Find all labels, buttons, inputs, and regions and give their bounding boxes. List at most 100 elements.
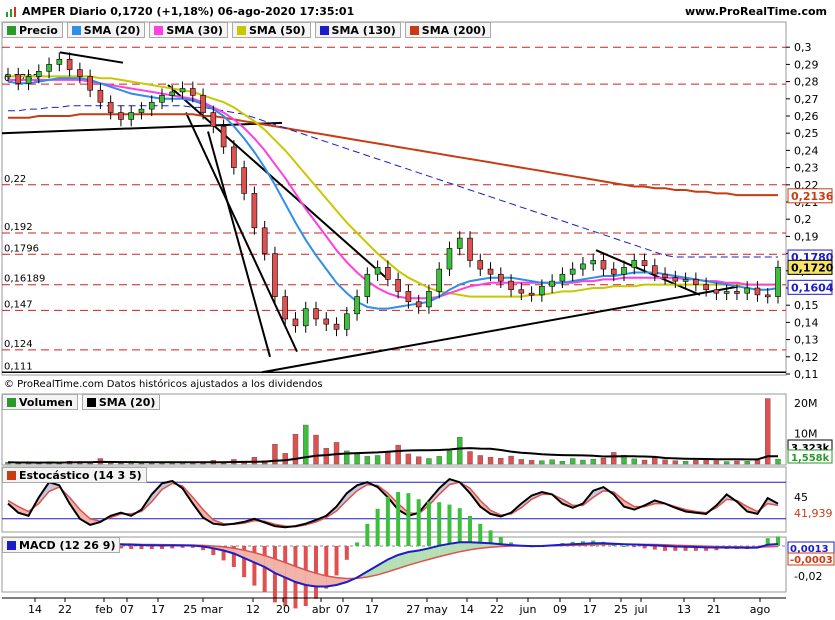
- macd-hist-bar: [272, 546, 277, 603]
- stoch-k-line: [7, 477, 779, 529]
- macd-legend: MACD (12 26 9): [2, 537, 121, 553]
- candle: [77, 69, 83, 77]
- stoch-legend-item[interactable]: Estocástico (14 3 5): [2, 467, 147, 483]
- x-tick-label: 25: [614, 603, 628, 616]
- price-tick-label: 0,24: [794, 144, 819, 157]
- volume-bar: [508, 455, 514, 465]
- candle: [734, 291, 740, 294]
- candle: [118, 112, 124, 120]
- macd-hist-bar: [447, 504, 452, 546]
- candle: [261, 227, 268, 254]
- candle: [107, 101, 114, 113]
- volume-bar: [498, 458, 504, 465]
- price-tag: [787, 188, 833, 204]
- candle: [159, 95, 165, 103]
- copyright-note: © ProRealTime.com Datos históricos ajust…: [4, 379, 323, 390]
- chart-menu-icon[interactable]: [5, 5, 17, 18]
- price-legend-item[interactable]: SMA (20): [66, 22, 146, 38]
- macd-hist-bar: [385, 496, 390, 546]
- candle: [15, 74, 22, 84]
- volume-bar: [652, 457, 658, 465]
- candle: [518, 289, 525, 294]
- candle: [210, 112, 217, 127]
- candle: [148, 101, 155, 110]
- macd-fill: [377, 559, 388, 575]
- candle: [364, 273, 371, 297]
- macd-fill: [326, 575, 337, 587]
- volume-bar: [364, 456, 371, 465]
- volume-bar: [446, 450, 453, 465]
- volume-bar: [590, 458, 596, 465]
- sma130-line: [8, 105, 778, 258]
- price-tag-label: 0,1720: [791, 261, 834, 274]
- macd-fill: [316, 573, 327, 587]
- trendline: [207, 131, 271, 358]
- candle: [302, 308, 309, 327]
- x-tick-label: ago: [750, 603, 771, 616]
- level-label: 0,147: [4, 299, 33, 310]
- candle: [405, 291, 412, 303]
- macd-hist-bar: [262, 546, 267, 593]
- legend-label: SMA (50): [248, 23, 306, 37]
- volume-bar: [457, 437, 463, 465]
- price-legend-item[interactable]: SMA (200): [404, 22, 491, 38]
- stoch-fill: [18, 506, 29, 516]
- candle: [754, 287, 761, 296]
- x-tick-label: 09: [553, 603, 567, 616]
- legend-swatch: [409, 25, 419, 35]
- volume-bar: [631, 458, 637, 465]
- x-tick-label: 14: [460, 603, 474, 616]
- volume-bar: [344, 450, 350, 465]
- volume-bar: [426, 458, 432, 465]
- candle: [374, 267, 381, 275]
- volume-bar: [313, 434, 319, 465]
- volume-tag-label: 3,323k: [791, 443, 830, 454]
- macd-hist-bar: [622, 546, 626, 547]
- legend-label: SMA (130): [331, 23, 396, 37]
- price-tick-label: 0,3: [794, 41, 812, 54]
- macd-hist-bar: [118, 546, 123, 549]
- sma30-line: [8, 78, 778, 300]
- volume-bar: [559, 461, 566, 465]
- candle: [467, 237, 473, 261]
- trendline: [167, 84, 389, 281]
- macd-tag: [787, 552, 835, 566]
- stoch-fill: [439, 479, 450, 495]
- volume-legend-item[interactable]: SMA (20): [81, 394, 161, 410]
- volume-tag: [787, 449, 833, 464]
- macd-fill: [459, 542, 470, 552]
- legend-swatch: [7, 540, 16, 550]
- volume-bar: [765, 398, 771, 465]
- volume-bar: [518, 459, 525, 465]
- candle: [446, 248, 453, 270]
- price-tick-label: 0,29: [794, 58, 819, 71]
- stoch-fill: [151, 483, 162, 502]
- volume-legend-item[interactable]: Volumen: [2, 394, 78, 410]
- volume-bar: [251, 457, 258, 465]
- x-tick-label: 17: [365, 603, 379, 616]
- macd-hist-bar: [314, 546, 318, 599]
- macd-hist-bar: [129, 546, 134, 549]
- price-legend-item[interactable]: SMA (130): [314, 22, 401, 38]
- x-tick-label: 22: [490, 603, 504, 616]
- x-tick-label: 27 may: [406, 603, 448, 616]
- macd-fill: [367, 565, 378, 578]
- legend-swatch: [71, 25, 81, 35]
- legend-swatch: [7, 25, 16, 35]
- price-legend-item[interactable]: Precio: [2, 22, 63, 38]
- price-tick-label: 0,2: [794, 213, 812, 226]
- macd-hist-bar: [375, 508, 380, 546]
- candle: [169, 91, 176, 96]
- candle: [580, 263, 586, 270]
- price-legend-item[interactable]: SMA (30): [149, 22, 228, 38]
- macd-fill: [305, 570, 316, 587]
- x-tick-label: 12: [246, 603, 260, 616]
- sma50-line: [8, 75, 778, 298]
- site-label[interactable]: www.ProRealTime.com: [684, 5, 827, 18]
- legend-swatch: [7, 397, 16, 407]
- macd-hist-bar: [365, 523, 370, 546]
- macd-legend-item[interactable]: MACD (12 26 9): [2, 537, 121, 553]
- candle: [56, 58, 63, 65]
- price-legend-item[interactable]: SMA (50): [231, 22, 311, 38]
